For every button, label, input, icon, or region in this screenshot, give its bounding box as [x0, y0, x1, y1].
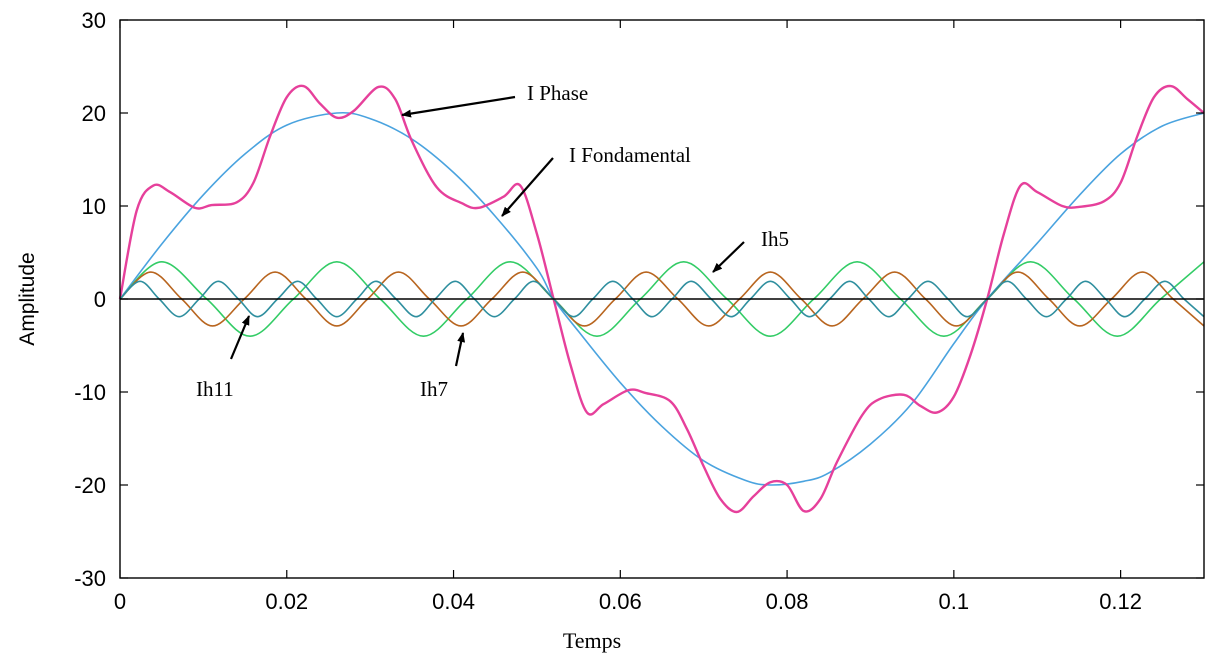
y-tick-label: -20 [74, 473, 106, 498]
annotation-i-phase: I Phase [401, 81, 588, 118]
annotation-ih7-arrow [454, 332, 466, 367]
annotation-i-fondamental-label: I Fondamental [569, 143, 691, 167]
annotation-i-phase-label: I Phase [527, 81, 588, 105]
x-tick-label: 0.04 [432, 589, 475, 614]
y-tick-label: 20 [82, 101, 106, 126]
series-line-ih11 [119, 280, 1205, 318]
x-tick-label: 0.1 [939, 589, 970, 614]
x-axis-title: Temps [563, 628, 621, 653]
annotation-ih11: Ih11 [196, 315, 251, 401]
x-tick-label: 0.02 [265, 589, 308, 614]
series-line-ih7 [119, 271, 1205, 327]
annotation-i-fondamental-arrow [501, 157, 554, 217]
y-tick-label: 0 [94, 287, 106, 312]
annotation-ih5-arrow [712, 241, 745, 273]
y-tick-label: -30 [74, 566, 106, 591]
annotation-i-fondamental: I Fondamental [501, 143, 691, 217]
series-line-ih5 [119, 261, 1205, 337]
annotation-ih5: Ih5 [712, 227, 789, 273]
y-tick-label: 30 [82, 8, 106, 33]
y-axis-title: Amplitude [16, 252, 39, 345]
x-tick-label: 0.06 [599, 589, 642, 614]
series-layer [118, 84, 1205, 514]
tick-labels-layer: 0 0.02 0.04 0.06 0.08 0.1 0.12 -30 -20 -10 0 10 20 30 [74, 8, 1142, 614]
annotation-ih7: Ih7 [420, 332, 466, 401]
annotation-i-phase-arrow [401, 95, 516, 118]
y-tick-label: -10 [74, 380, 106, 405]
series-line-i-phase [118, 84, 1205, 514]
annotation-ih11-label: Ih11 [196, 377, 234, 401]
x-tick-label: 0.08 [766, 589, 809, 614]
annotation-ih5-label: Ih5 [761, 227, 789, 251]
x-tick-label: 0.12 [1099, 589, 1142, 614]
annotation-ih11-arrow [229, 315, 251, 360]
x-tick-label: 0 [114, 589, 126, 614]
annotation-ih7-label: Ih7 [420, 377, 448, 401]
y-tick-label: 10 [82, 194, 106, 219]
ticks-layer [119, 19, 1204, 579]
